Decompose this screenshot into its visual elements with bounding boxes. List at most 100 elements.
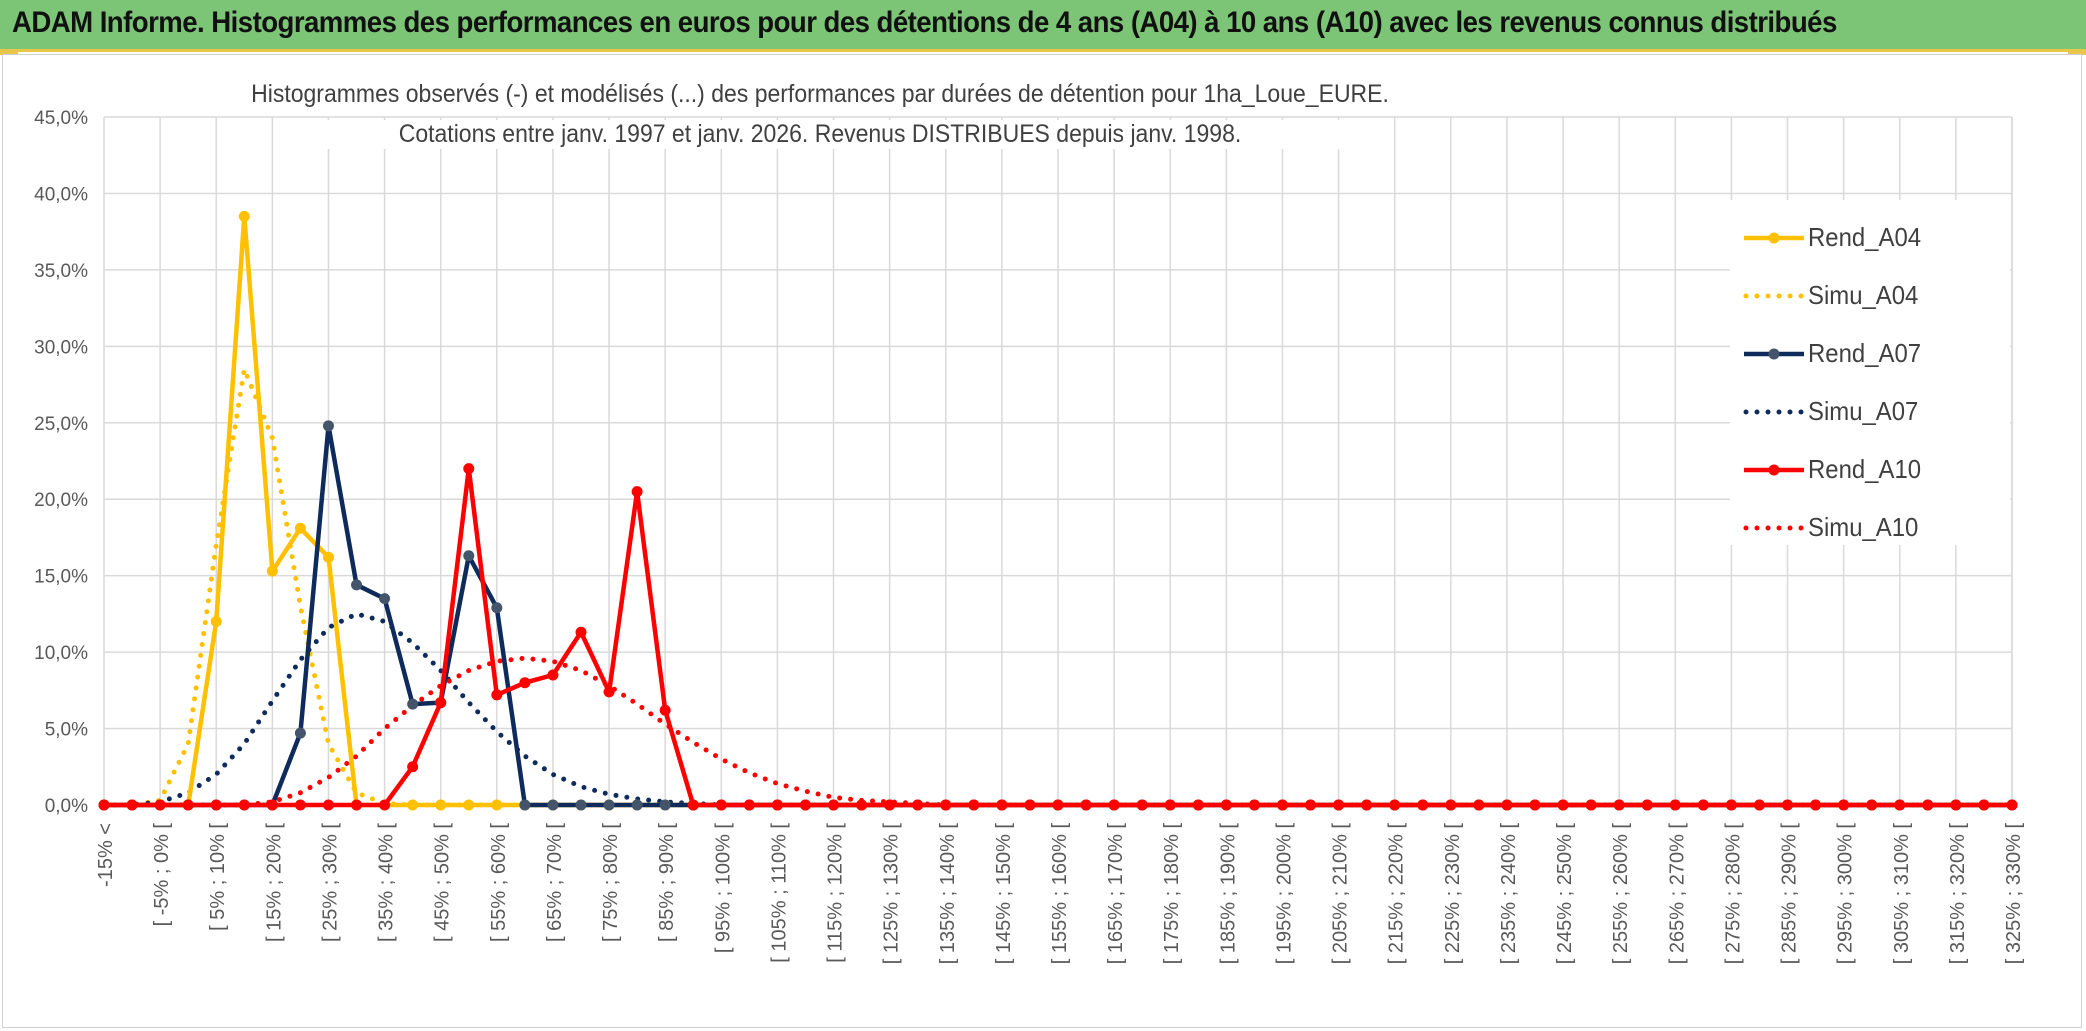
legend-label: Rend_A04 xyxy=(1808,222,1922,252)
data-point-rend_a10 xyxy=(1248,799,1260,811)
legend-marker xyxy=(1768,348,1780,360)
data-point-rend_a10 xyxy=(1305,799,1317,811)
x-tick-label: [ 75% ; 80% [ xyxy=(600,823,622,942)
data-point-rend_a07 xyxy=(407,698,419,710)
legend-swatch xyxy=(1744,348,1804,360)
legend-item-simu_a04: Simu_A04 xyxy=(1730,276,2010,316)
x-tick-label: [ 65% ; 70% [ xyxy=(544,823,566,942)
data-point-rend_a10 xyxy=(1108,799,1120,811)
x-tick-label: [ 115% ; 120% [ xyxy=(825,823,847,963)
x-tick-label: [ 135% ; 140% [ xyxy=(937,823,959,965)
x-tick-label: [ 245% ; 250% [ xyxy=(1554,823,1576,965)
x-tick-label: [ 285% ; 290% [ xyxy=(1779,823,1801,965)
x-tick-label: [ 105% ; 110% [ xyxy=(768,823,790,963)
data-point-rend_a10 xyxy=(799,799,811,811)
legend-label: Simu_A07 xyxy=(1808,396,1919,426)
data-point-rend_a04 xyxy=(435,799,447,811)
data-point-rend_a10 xyxy=(154,799,166,811)
y-tick-label: 35,0% xyxy=(34,261,88,282)
data-point-rend_a10 xyxy=(407,761,419,773)
data-point-rend_a10 xyxy=(238,799,250,811)
data-point-rend_a04 xyxy=(266,565,278,577)
x-tick-label: [ 25% ; 30% [ xyxy=(319,823,341,942)
data-point-rend_a10 xyxy=(884,799,896,811)
data-point-rend_a04 xyxy=(463,799,475,811)
legend-marker xyxy=(1768,464,1780,476)
data-point-rend_a10 xyxy=(1389,799,1401,811)
chart-frame xyxy=(2,54,2082,1028)
data-point-rend_a10 xyxy=(519,677,531,689)
y-tick-label: 45,0% xyxy=(34,108,88,129)
data-point-rend_a10 xyxy=(351,799,363,811)
data-point-rend_a10 xyxy=(715,799,727,811)
data-point-rend_a10 xyxy=(126,799,138,811)
chart-legend: Rend_A04 Simu_A04 Rend_A07 Simu_A07 Rend_A10… xyxy=(1730,200,2010,545)
chart-title-line2: Cotations entre janv. 1997 et janv. 2026… xyxy=(277,120,1363,149)
data-point-rend_a10 xyxy=(1192,799,1204,811)
data-point-rend_a10 xyxy=(771,799,783,811)
data-point-rend_a04 xyxy=(294,522,306,534)
data-point-rend_a10 xyxy=(1922,799,1934,811)
y-tick-label: 5,0% xyxy=(45,720,88,741)
data-point-rend_a10 xyxy=(379,799,391,811)
data-point-rend_a10 xyxy=(968,799,980,811)
data-point-rend_a10 xyxy=(1529,799,1541,811)
data-point-rend_a10 xyxy=(1501,799,1513,811)
legend-label: Simu_A04 xyxy=(1808,280,1919,310)
data-point-rend_a10 xyxy=(435,697,447,709)
x-tick-label: [ 255% ; 260% [ xyxy=(1610,823,1632,965)
x-tick-label: [ -5% ; 0% [ xyxy=(151,823,173,927)
x-tick-label: [ 295% ; 300% [ xyxy=(1835,823,1857,965)
data-point-rend_a10 xyxy=(1052,799,1064,811)
data-point-rend_a10 xyxy=(1473,799,1485,811)
data-point-rend_a10 xyxy=(1557,799,1569,811)
legend-item-rend_a10: Rend_A10 xyxy=(1730,450,2010,490)
chart-title-line1: Histogrammes observés (-) et modélisés (… xyxy=(249,80,1391,109)
report-title: ADAM Informe. Histogrammes des performan… xyxy=(12,6,1837,39)
data-point-rend_a10 xyxy=(98,799,110,811)
x-tick-label: [ 175% ; 180% [ xyxy=(1161,823,1183,965)
data-point-rend_a07 xyxy=(603,799,615,811)
data-point-rend_a10 xyxy=(1725,799,1737,811)
data-point-rend_a10 xyxy=(1613,799,1625,811)
data-point-rend_a10 xyxy=(603,686,615,698)
data-point-rend_a10 xyxy=(1866,799,1878,811)
x-tick-label: [ 185% ; 190% [ xyxy=(1217,823,1239,965)
data-point-rend_a04 xyxy=(238,210,250,222)
y-tick-label: 0,0% xyxy=(45,796,88,817)
data-point-rend_a10 xyxy=(743,799,755,811)
data-point-rend_a10 xyxy=(1361,799,1373,811)
x-tick-label: [ 215% ; 220% [ xyxy=(1386,823,1408,965)
x-tick-label: [ 315% ; 320% [ xyxy=(1947,823,1969,965)
data-point-rend_a10 xyxy=(1276,799,1288,811)
data-point-rend_a10 xyxy=(1333,799,1345,811)
x-tick-label: [ 165% ; 170% [ xyxy=(1105,823,1127,965)
data-point-rend_a10 xyxy=(1024,799,1036,811)
data-point-rend_a10 xyxy=(210,799,222,811)
data-point-rend_a04 xyxy=(407,799,419,811)
data-point-rend_a10 xyxy=(1585,799,1597,811)
data-point-rend_a10 xyxy=(1697,799,1709,811)
data-point-rend_a10 xyxy=(912,799,924,811)
data-point-rend_a10 xyxy=(463,463,475,475)
x-tick-label: [ 5% ; 10% [ xyxy=(207,823,229,931)
legend-label: Rend_A07 xyxy=(1808,338,1922,368)
data-point-rend_a07 xyxy=(463,550,475,562)
report-banner: ADAM Informe. Histogrammes des performan… xyxy=(0,0,2086,52)
x-tick-label: [ 15% ; 20% [ xyxy=(263,823,285,942)
legend-label: Simu_A10 xyxy=(1808,512,1919,542)
data-point-rend_a10 xyxy=(266,799,278,811)
data-point-rend_a10 xyxy=(659,704,671,716)
data-point-rend_a07 xyxy=(547,799,559,811)
data-point-rend_a10 xyxy=(856,799,868,811)
y-tick-label: 20,0% xyxy=(34,490,88,511)
x-tick-label: [ 265% ; 270% [ xyxy=(1666,823,1688,965)
data-point-rend_a10 xyxy=(294,799,306,811)
data-point-rend_a10 xyxy=(1753,799,1765,811)
data-point-rend_a10 xyxy=(828,799,840,811)
data-point-rend_a10 xyxy=(182,799,194,811)
x-tick-label: [ 155% ; 160% [ xyxy=(1049,823,1071,965)
legend-swatch xyxy=(1743,409,1806,415)
data-point-rend_a07 xyxy=(322,420,334,432)
